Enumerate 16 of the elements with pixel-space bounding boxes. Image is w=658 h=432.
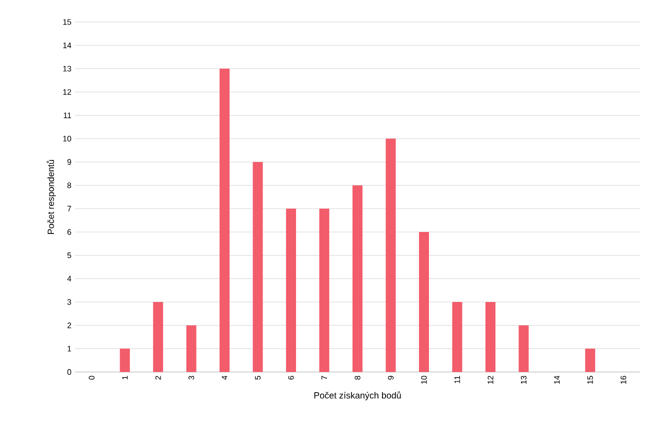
bar: [319, 208, 330, 372]
bar: [518, 325, 529, 372]
bar: [585, 348, 596, 372]
y-axis-title: Počet respondentů: [46, 160, 56, 234]
bar: [186, 325, 196, 372]
bar: [386, 138, 396, 372]
bar: [352, 185, 363, 372]
bar: [120, 348, 130, 372]
bar: [452, 302, 462, 372]
x-axis-title: Počet získaných bodů: [314, 391, 401, 400]
bar: [418, 232, 429, 372]
bar: [153, 302, 164, 372]
bar: [485, 302, 496, 372]
bar: [220, 68, 230, 372]
bar: [252, 162, 263, 372]
bar: [286, 208, 296, 372]
